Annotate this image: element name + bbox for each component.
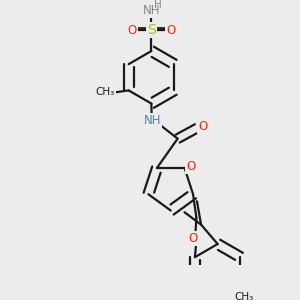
Text: NH: NH — [144, 114, 161, 127]
Text: O: O — [188, 232, 197, 245]
Text: H: H — [154, 0, 162, 10]
Text: O: O — [198, 120, 208, 133]
Text: O: O — [186, 160, 195, 173]
Text: CH₃: CH₃ — [95, 87, 115, 97]
Text: NH: NH — [142, 4, 160, 17]
Text: O: O — [128, 24, 137, 37]
Text: CH₃: CH₃ — [234, 292, 254, 300]
Text: S: S — [147, 23, 156, 37]
Text: O: O — [166, 24, 176, 37]
